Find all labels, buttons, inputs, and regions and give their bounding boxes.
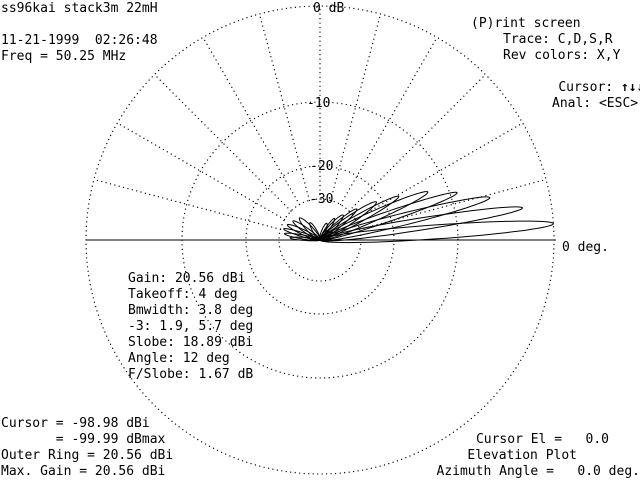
cursor-command-label: Cursor: xyxy=(558,80,614,95)
lobe-11 xyxy=(319,222,328,241)
lobe-9 xyxy=(319,214,344,241)
azimuth-angle-readout: Azimuth Angle = 0.0 deg. xyxy=(436,464,640,479)
ring-label-minus30: -30 xyxy=(310,192,333,207)
cursor-readout-dbi: Cursor = -98.98 dBi xyxy=(1,416,150,431)
stat-gain: Gain: 20.56 dBi xyxy=(128,271,246,286)
grid-spoke-105 xyxy=(258,13,311,202)
grid-spoke-120 xyxy=(202,36,301,206)
ring-label-minus20: -20 xyxy=(310,159,333,174)
lobe-5 xyxy=(319,191,429,241)
stat-takeoff: Takeoff: 4 deg xyxy=(128,287,238,302)
plot-datetime: 11-21-1999 02:26:48 xyxy=(1,33,158,48)
plot-title: ss96kai stack3m 22mH xyxy=(1,1,158,16)
grid-spoke-30 xyxy=(354,122,524,221)
rear-lobe-6 xyxy=(283,232,321,242)
lobe-7 xyxy=(319,201,378,241)
ring-label-minus10: -10 xyxy=(307,96,330,111)
analysis-escape-command[interactable]: Anal: <ESC> xyxy=(552,96,639,111)
grid-spoke-150 xyxy=(116,122,286,221)
rear-lobe-7 xyxy=(289,236,321,242)
grid-spoke-45 xyxy=(348,73,487,212)
lobe-8 xyxy=(319,208,358,241)
outer-ring-readout: Outer Ring = 20.56 dBi xyxy=(1,448,174,463)
plot-type-label: Elevation Plot xyxy=(467,448,577,463)
stat-sidelobe-angle: Angle: 12 deg xyxy=(128,351,230,366)
print-screen-command[interactable]: (P)rint screen xyxy=(471,16,581,31)
cursor-elevation-readout: Cursor El = 0.0 xyxy=(475,432,609,447)
ring-label-0db: 0 dB xyxy=(313,1,344,16)
max-gain-readout: Max. Gain = 20.56 dBi xyxy=(1,464,166,479)
rear-lobe-5 xyxy=(283,228,321,241)
main-lobe xyxy=(319,220,554,244)
lobe-4 xyxy=(319,191,458,242)
grid-spoke-135 xyxy=(153,73,292,212)
cursor-command[interactable]: Cursor: ↑↓↓← xyxy=(527,64,640,112)
cursor-readout-dbmax: = -99.99 dBmax xyxy=(1,432,166,447)
plot-frequency: Freq = 50.25 MHz xyxy=(1,49,127,64)
lobe-6 xyxy=(319,195,400,241)
stat-beamwidth: Bmwidth: 3.8 deg xyxy=(128,303,254,318)
trace-command[interactable]: Trace: C,D,S,R xyxy=(503,32,613,47)
grid-spoke-165 xyxy=(93,178,282,231)
zero-degree-label: 0 deg. xyxy=(562,240,609,255)
lobe-10 xyxy=(319,217,336,241)
lobe-3 xyxy=(319,196,491,242)
stat-minus3db: -3: 1.9, 5.7 deg xyxy=(128,319,254,334)
cursor-arrows-icon: ↑↓↓← xyxy=(620,80,640,95)
stat-front-sidelobe: F/Slobe: 1.67 dB xyxy=(128,367,254,382)
stat-sidelobe: Slobe: 18.89 dBi xyxy=(128,335,254,350)
grid-spoke-75 xyxy=(329,13,382,202)
reverse-colors-command[interactable]: Rev colors: X,Y xyxy=(503,48,621,63)
polar-grid-spokes xyxy=(93,5,547,231)
grid-spoke-60 xyxy=(339,36,438,206)
radiation-pattern-trace xyxy=(283,191,554,244)
lobe-2 xyxy=(319,206,524,242)
